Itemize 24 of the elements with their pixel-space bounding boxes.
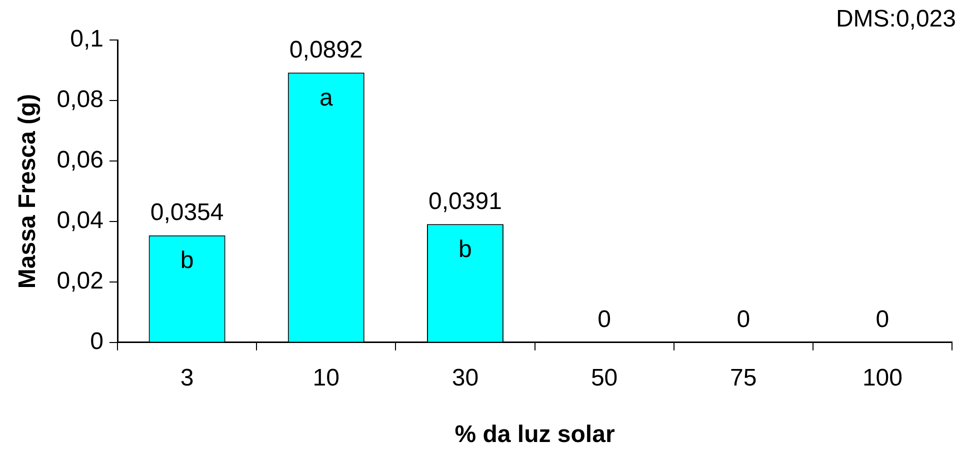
data-label: 0	[598, 306, 611, 334]
y-tick-label: 0,02	[56, 268, 104, 295]
y-tick-label: 0,1	[70, 26, 104, 53]
data-label: 0,0354	[150, 198, 224, 226]
x-tick-label: 10	[312, 364, 340, 392]
y-axis-title: Massa Fresca (g)	[14, 94, 42, 289]
annotation: a	[319, 84, 334, 112]
x-tick-label: 30	[452, 364, 479, 392]
y-tick-label: 0,04	[56, 207, 104, 234]
x-tick-label: 50	[590, 364, 618, 392]
x-tick-label: 3	[180, 364, 194, 392]
y-tick-label: 0,08	[56, 86, 104, 114]
data-label: 0,0892	[289, 36, 363, 64]
y-tick-label: 0,06	[56, 146, 104, 174]
y-tick-label: 0	[90, 328, 104, 356]
annotation: b	[458, 236, 472, 263]
x-tick-label: 100	[862, 364, 902, 392]
data-label: 0	[736, 306, 750, 334]
data-label: 0	[876, 306, 890, 334]
text: DMS:0,023	[836, 6, 956, 33]
x-tick-label: 75	[730, 364, 757, 392]
annotation: b	[180, 246, 194, 274]
x-axis-title: % da luz solar	[454, 421, 615, 448]
data-label: 0,0391	[428, 188, 502, 215]
